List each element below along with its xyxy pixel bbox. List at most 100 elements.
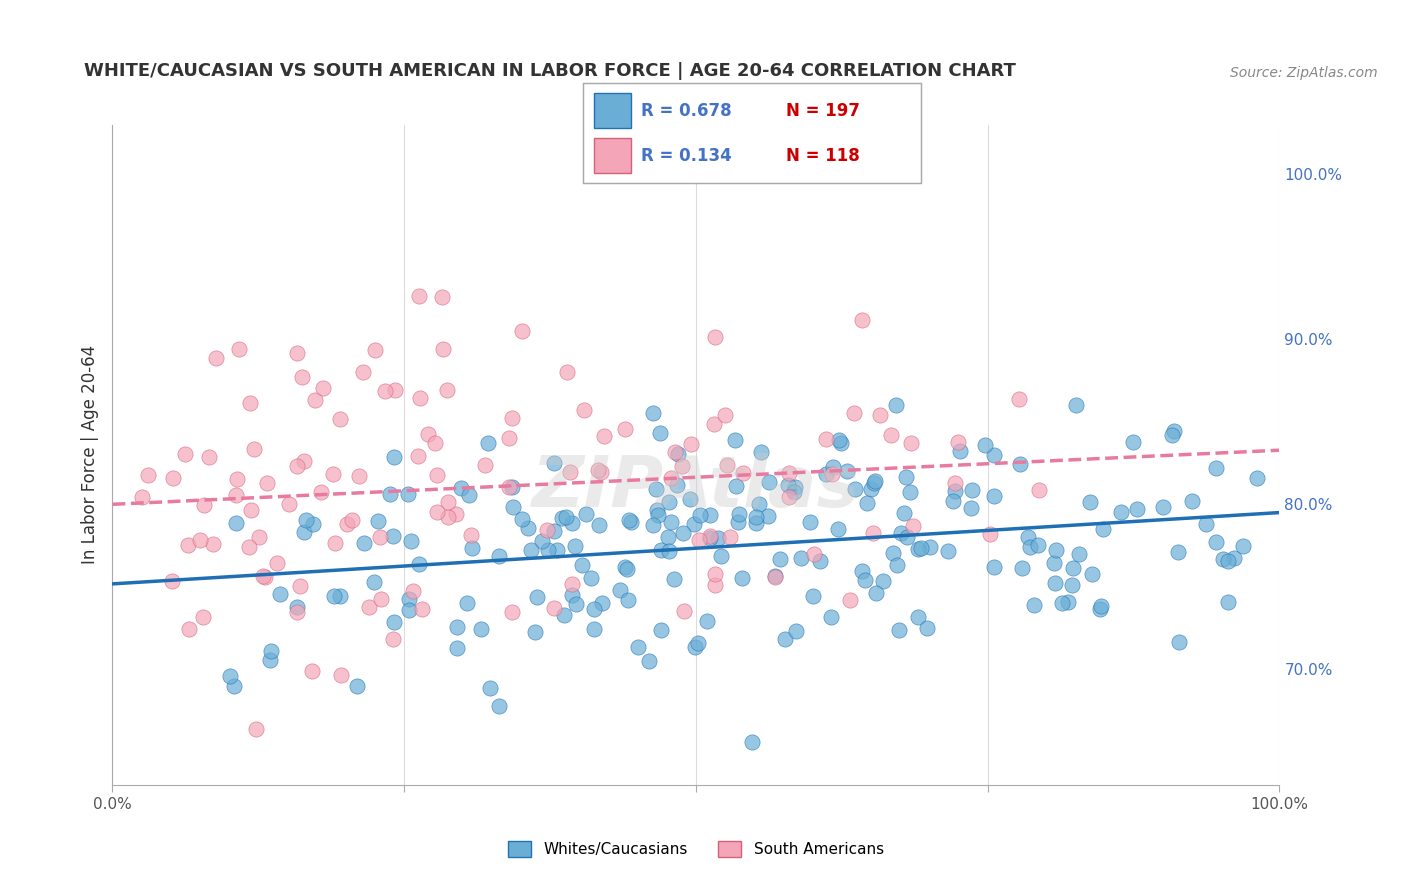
South Americans xyxy=(704,567,727,582)
Whites/Caucasians xyxy=(1026,538,1049,552)
Whites/Caucasians xyxy=(785,480,807,494)
Whites/Caucasians xyxy=(543,524,565,538)
Whites/Caucasians xyxy=(378,487,401,501)
South Americans xyxy=(713,408,735,422)
Whites/Caucasians xyxy=(582,602,605,616)
Whites/Caucasians xyxy=(1060,578,1083,592)
Whites/Caucasians xyxy=(910,541,932,555)
South Americans xyxy=(312,381,335,395)
Whites/Caucasians xyxy=(731,571,754,585)
Text: N = 197: N = 197 xyxy=(786,102,860,120)
Whites/Caucasians xyxy=(1223,551,1246,566)
South Americans xyxy=(131,490,153,504)
South Americans xyxy=(342,513,364,527)
Whites/Caucasians xyxy=(1232,539,1254,553)
Whites/Caucasians xyxy=(863,476,886,491)
South Americans xyxy=(763,569,786,583)
Whites/Caucasians xyxy=(575,507,598,521)
Whites/Caucasians xyxy=(1050,596,1073,610)
Whites/Caucasians xyxy=(689,508,711,522)
Whites/Caucasians xyxy=(219,669,242,683)
Whites/Caucasians xyxy=(865,586,887,600)
South Americans xyxy=(436,383,458,397)
Whites/Caucasians xyxy=(627,640,650,654)
South Americans xyxy=(815,432,838,446)
Whites/Caucasians xyxy=(1167,545,1189,559)
Whites/Caucasians xyxy=(936,544,959,558)
Whites/Caucasians xyxy=(555,509,578,524)
South Americans xyxy=(247,531,270,545)
Whites/Caucasians xyxy=(650,623,672,637)
Whites/Caucasians xyxy=(1056,595,1078,609)
South Americans xyxy=(238,540,260,554)
Whites/Caucasians xyxy=(524,624,547,639)
Whites/Caucasians xyxy=(613,559,636,574)
Whites/Caucasians xyxy=(1163,425,1185,439)
Whites/Caucasians xyxy=(983,559,1005,574)
Whites/Caucasians xyxy=(758,475,780,490)
Whites/Caucasians xyxy=(745,510,768,524)
South Americans xyxy=(437,510,460,524)
South Americans xyxy=(703,329,725,343)
South Americans xyxy=(510,324,533,338)
South Americans xyxy=(614,422,637,436)
Whites/Caucasians xyxy=(582,622,605,636)
Whites/Caucasians xyxy=(450,481,472,495)
Whites/Caucasians xyxy=(1246,471,1268,485)
South Americans xyxy=(136,468,159,483)
South Americans xyxy=(193,498,215,512)
Whites/Caucasians xyxy=(222,680,245,694)
Whites/Caucasians xyxy=(446,620,468,634)
Whites/Caucasians xyxy=(1216,554,1239,568)
Whites/Caucasians xyxy=(827,522,849,536)
Whites/Caucasians xyxy=(1152,500,1174,514)
Text: ZIPAtlas: ZIPAtlas xyxy=(531,453,860,523)
Whites/Caucasians xyxy=(683,516,706,531)
Whites/Caucasians xyxy=(1090,599,1112,613)
Whites/Caucasians xyxy=(727,516,749,530)
Whites/Caucasians xyxy=(1062,561,1084,575)
Y-axis label: In Labor Force | Age 20-64: In Labor Force | Age 20-64 xyxy=(80,345,98,565)
South Americans xyxy=(716,458,738,472)
South Americans xyxy=(329,667,352,681)
South Americans xyxy=(703,417,725,432)
Whites/Caucasians xyxy=(1010,457,1032,471)
Whites/Caucasians xyxy=(828,433,851,447)
Whites/Caucasians xyxy=(814,467,837,482)
Whites/Caucasians xyxy=(398,603,420,617)
South Americans xyxy=(426,467,449,482)
South Americans xyxy=(418,427,440,442)
South Americans xyxy=(673,604,696,618)
Whites/Caucasians xyxy=(1109,505,1132,519)
South Americans xyxy=(778,467,800,481)
South Americans xyxy=(803,547,825,561)
South Americans xyxy=(205,351,228,366)
Whites/Caucasians xyxy=(851,564,873,578)
South Americans xyxy=(198,450,221,464)
Whites/Caucasians xyxy=(588,517,610,532)
Whites/Caucasians xyxy=(398,592,420,607)
Whites/Caucasians xyxy=(1092,522,1115,536)
Whites/Caucasians xyxy=(960,501,983,516)
South Americans xyxy=(322,467,344,481)
Whites/Caucasians xyxy=(830,435,852,450)
South Americans xyxy=(946,435,969,450)
Whites/Caucasians xyxy=(960,483,983,498)
Whites/Caucasians xyxy=(724,434,747,448)
South Americans xyxy=(278,497,301,511)
Whites/Caucasians xyxy=(724,479,747,493)
South Americans xyxy=(664,444,686,458)
South Americans xyxy=(589,466,612,480)
Whites/Caucasians xyxy=(617,513,640,527)
Whites/Caucasians xyxy=(898,485,921,500)
South Americans xyxy=(352,365,374,379)
South Americans xyxy=(430,290,453,304)
South Americans xyxy=(406,449,429,463)
Whites/Caucasians xyxy=(461,541,484,556)
South Americans xyxy=(432,343,454,357)
South Americans xyxy=(325,535,347,549)
Whites/Caucasians xyxy=(1045,576,1067,591)
Whites/Caucasians xyxy=(259,653,281,667)
Whites/Caucasians xyxy=(446,640,468,655)
Whites/Caucasians xyxy=(1069,547,1091,561)
